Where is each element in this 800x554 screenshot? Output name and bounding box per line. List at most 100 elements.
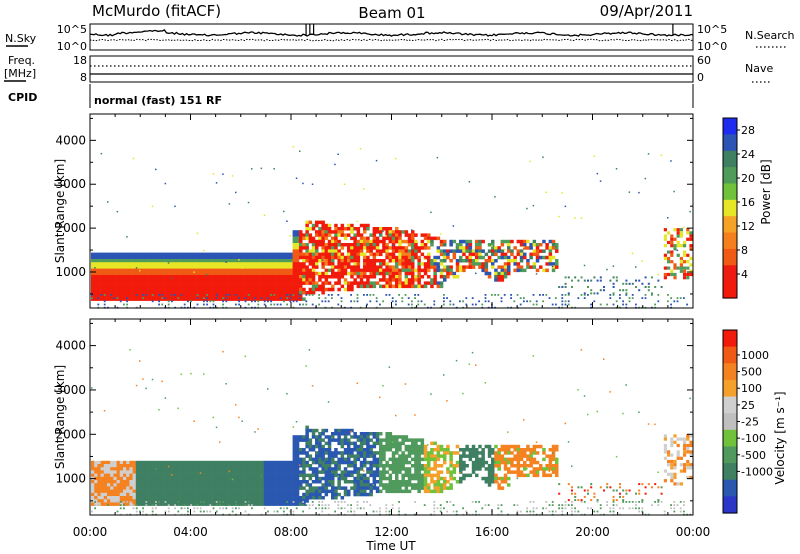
- power-scatter-cell-1463: [350, 252, 354, 257]
- power-scatter-cell-1485: [353, 255, 357, 260]
- vel-scatter-cell-1445: [359, 441, 364, 446]
- power-scatter-cell-871: [251, 262, 255, 266]
- vel-scatter-cell-488: [183, 499, 188, 503]
- vel-scatter-cell-374: [161, 380, 163, 383]
- vel-scatter-cell-1953: [475, 473, 479, 478]
- power-scatter-cell-1079: [286, 220, 288, 222]
- vel-scatter-cell-2361: [670, 475, 674, 480]
- vel-scatter-cell-1574: [382, 467, 386, 471]
- power-scatter-cell-1360: [331, 252, 335, 257]
- vel-scatter-cell-1755: [417, 480, 421, 484]
- vel-scatter-cell-1515: [372, 432, 377, 436]
- power-scatter-cell-2452: [683, 266, 687, 270]
- y-tick-label-power-axes-4000: 4000: [55, 133, 86, 147]
- power-scatter-cell-1150: [299, 233, 303, 237]
- power-scatter-cell-975: [270, 255, 274, 260]
- power-scatter-cell-1822: [414, 278, 418, 282]
- vel-scatter-cell-2296: [628, 501, 631, 503]
- vel-scatter-cell-1706: [407, 460, 412, 465]
- vel-scatter-cell-642: [215, 464, 220, 468]
- vel-scatter-cell-379: [164, 473, 169, 478]
- power-scatter-cell-2460: [686, 237, 690, 241]
- vel-scatter-cell-1318: [337, 457, 341, 462]
- power-scatter-cell-676: [215, 265, 220, 269]
- power-scatter-cell-1529: [359, 284, 364, 289]
- vel-scatter-cell-634: [212, 489, 217, 494]
- vel-scatter-cell-2208: [567, 499, 570, 502]
- power-scatter-cell-1107: [292, 255, 297, 260]
- power-scatter-cell-441: [171, 297, 175, 301]
- vel-scatter-cell-1342: [340, 470, 345, 474]
- vel-scatter-cell-2122: [532, 444, 537, 449]
- power-scatter-cell-2098: [500, 265, 505, 269]
- vel-scatter-cell-1518: [372, 444, 377, 449]
- vel-scatter-cell-961: [276, 489, 281, 494]
- vel-scatter-cell-2256: [599, 486, 602, 489]
- power-scatter-cell-2309: [609, 297, 612, 299]
- power-scatter-cell-331: [151, 287, 156, 292]
- vel-scatter-cell-715: [228, 473, 233, 478]
- power-scatter-cell-751: [228, 268, 233, 273]
- power-scatter-cell-1026: [276, 303, 279, 306]
- power-scatter-cell-900: [254, 297, 258, 301]
- vel-scatter-cell-1804: [430, 467, 434, 471]
- vel-scatter-cell-333: [155, 486, 159, 490]
- power-scatter-cell-1582: [369, 284, 373, 289]
- vel-scatter-cell-1072: [295, 480, 300, 484]
- power-scatter-cell-2311: [612, 294, 615, 296]
- power-scatter-cell-1765: [404, 262, 409, 266]
- power-scatter-cell-2033: [478, 255, 482, 260]
- power-scatter-cell-1695: [391, 265, 396, 269]
- power-scatter-cell-1422: [340, 275, 345, 279]
- vel-scatter-cell-920: [267, 502, 271, 506]
- power-scatter-cell-2140: [516, 239, 521, 244]
- vel-scatter-cell-2226: [577, 499, 580, 502]
- power-scatter-cell-1028: [279, 255, 284, 260]
- vel-scatter-cell-713: [228, 467, 233, 471]
- vel-scatter-cell-1819: [433, 480, 437, 484]
- power-scatter-cell-1179: [302, 255, 306, 260]
- power-scatter-cell-1500: [356, 246, 361, 250]
- power-scatter-cell-1215: [308, 220, 313, 225]
- vel-scatter-cell-991: [283, 489, 287, 494]
- power-scatter-cell-2057: [487, 259, 492, 263]
- vel-scatter-cell-1707: [407, 467, 412, 471]
- vel-scatter-cell-1511: [369, 486, 373, 490]
- power-scatter-cell-227: [132, 268, 137, 273]
- power-scatter-cell-1655: [385, 246, 389, 250]
- power-scatter-cell-1489: [353, 268, 357, 273]
- power-scatter-cell-1290: [318, 297, 320, 299]
- power-scatter-cell-981: [270, 275, 274, 279]
- power-scatter-cell-1709: [395, 239, 399, 244]
- vel-scatter-cell-1546: [375, 510, 378, 513]
- vel-scatter-cell-1040: [292, 460, 297, 465]
- power-scatter-cell-416: [167, 278, 172, 282]
- vel-scatter-cell-644: [215, 470, 220, 474]
- power-scatter-cell-540: [190, 284, 194, 289]
- vel-scatter-cell-1305: [334, 473, 338, 478]
- power-scatter-cell-58: [100, 275, 105, 279]
- power-scatter-cell-1775: [407, 236, 412, 241]
- power-scatter-cell-1879: [430, 236, 434, 241]
- power-scatter-cell-456: [174, 287, 178, 292]
- power-scatter-cell-339: [155, 255, 159, 260]
- power-scatter-cell-1362: [331, 259, 335, 263]
- power-scatter-cell-1861: [423, 271, 428, 276]
- vel-scatter-cell-410: [171, 460, 175, 465]
- vel-scatter-cell-919: [267, 499, 271, 503]
- power-scatter-cell-1751: [401, 265, 405, 269]
- vel-scatter-cell-469: [180, 492, 185, 497]
- power-scatter-cell-1266: [315, 259, 319, 263]
- vel-scatter-cell-747: [235, 467, 239, 471]
- vel-scatter-cell-1422: [356, 435, 361, 439]
- vel-scatter-cell-1898: [455, 510, 458, 513]
- vel-scatter-cell-1892: [452, 510, 455, 513]
- vel-scatter-cell-1165: [311, 470, 316, 474]
- power-scatter-cell-1552: [366, 227, 370, 231]
- vel-scatter-cell-1014: [286, 507, 288, 510]
- vel-scatter-cell-1526: [372, 476, 377, 481]
- power-scatter-cell-1058: [283, 297, 287, 301]
- vel-scatter-cell-1077: [295, 496, 300, 500]
- power-scatter-cell-390: [164, 252, 169, 257]
- power-scatter-cell-598: [203, 255, 207, 260]
